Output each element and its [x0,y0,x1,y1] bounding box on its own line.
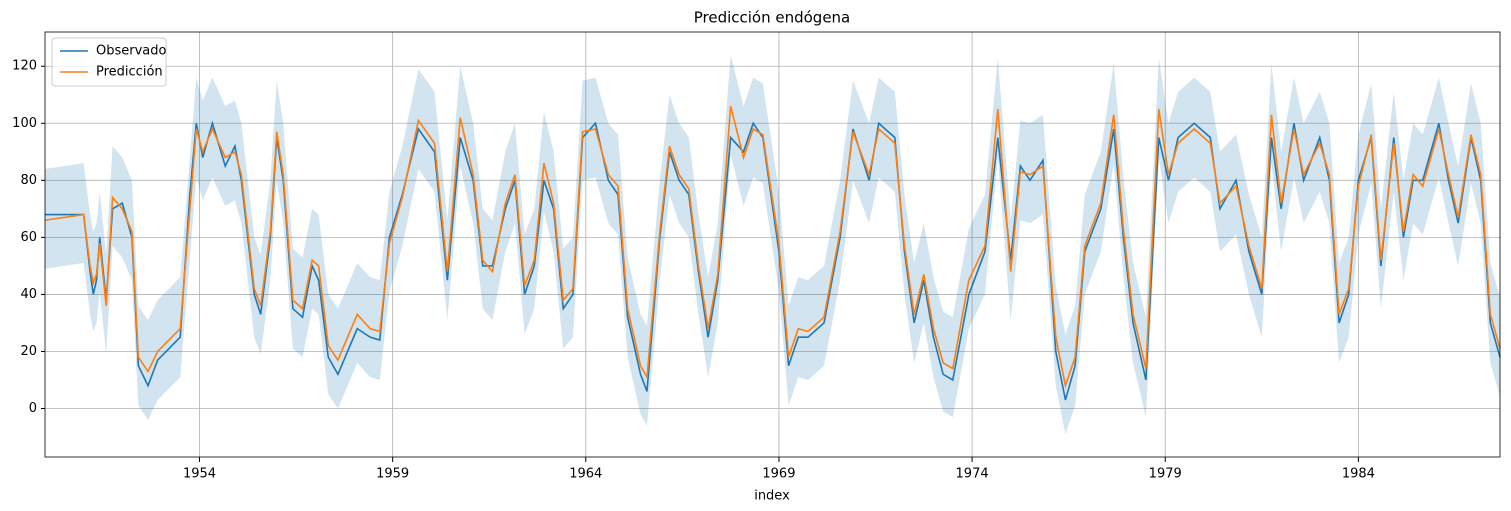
x-tick-label: 1984 [1342,467,1375,482]
y-tick-label: 60 [20,230,37,245]
y-tick-label: 20 [20,344,37,359]
legend-label: Predicción [96,65,163,80]
y-tick-label: 80 [20,173,37,188]
legend: Observado Predicción [51,37,167,87]
plot-frame [44,31,1501,458]
x-axis-label: index [754,489,790,504]
series-line [45,120,1501,401]
series-line [44,105,1501,389]
x-tick-label: 1954 [183,467,216,482]
x-tick-label: 1964 [569,467,602,482]
chart-title: Predicción endógena [694,9,851,27]
x-tick-label: 1959 [376,467,409,482]
y-tick-label: 40 [20,287,37,302]
x-tick-label: 1969 [762,467,795,482]
legend-label: Observado [96,44,167,59]
y-tick-label: 120 [12,59,37,74]
x-tick-label: 1974 [956,467,989,482]
legend-box [51,37,167,87]
x-tick-label: 1979 [1149,467,1182,482]
confidence-band [45,54,1500,435]
y-tick-label: 0 [29,401,37,416]
y-tick-label: 100 [12,116,37,131]
